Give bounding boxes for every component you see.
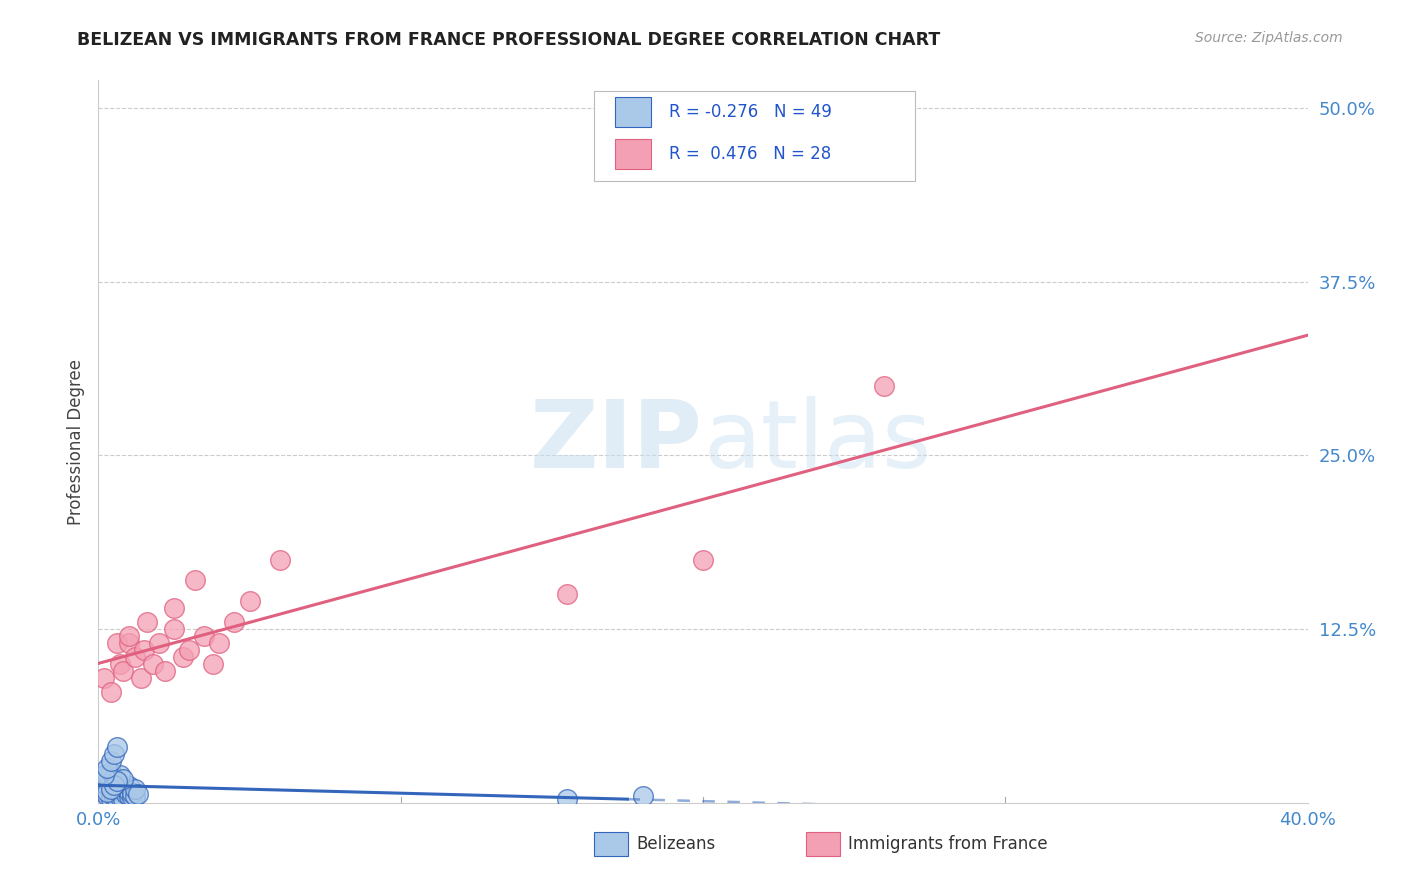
Point [105,636,128,650]
Point [111,772,134,787]
Point [105,775,128,789]
Text: ZIP: ZIP [530,395,703,488]
Point [631,789,654,803]
Point [96,768,118,782]
Point [93,768,115,782]
Point [127,788,149,802]
Point [105,785,128,799]
Text: BELIZEAN VS IMMIGRANTS FROM FRANCE PROFESSIONAL DEGREE CORRELATION CHART: BELIZEAN VS IMMIGRANTS FROM FRANCE PROFE… [77,31,941,49]
Point [692,552,714,566]
Point [108,657,131,671]
Point [132,643,155,657]
Point [202,657,225,671]
Point [103,747,125,761]
FancyBboxPatch shape [614,139,651,169]
FancyBboxPatch shape [595,832,628,855]
Point [172,649,194,664]
Point [105,775,128,789]
Point [105,740,128,755]
Text: atlas: atlas [703,395,931,488]
Point [108,768,131,782]
Point [193,629,215,643]
Point [163,622,186,636]
Point [239,594,262,608]
Point [103,790,125,805]
Point [184,574,207,588]
Point [121,790,143,805]
Point [163,601,186,615]
Point [93,785,115,799]
Point [100,775,122,789]
Point [100,754,122,768]
Point [105,791,128,805]
Point [100,684,122,698]
Point [118,636,141,650]
FancyBboxPatch shape [595,91,915,181]
Point [100,791,122,805]
Point [135,615,157,630]
Point [93,671,115,685]
Point [103,771,125,785]
Point [105,773,128,788]
Point [108,790,131,805]
Point [118,779,141,793]
Point [129,671,152,685]
Point [111,779,134,793]
Point [96,779,118,793]
Y-axis label: Professional Degree: Professional Degree [66,359,84,524]
Point [148,636,170,650]
Point [555,791,578,805]
Point [111,785,134,799]
Text: Immigrants from France: Immigrants from France [848,835,1047,853]
Point [118,785,141,799]
Point [108,788,131,802]
Point [111,664,134,678]
Point [142,657,165,671]
Point [121,786,143,800]
Point [118,789,141,803]
Point [114,788,136,802]
Point [269,552,291,566]
Point [124,789,146,803]
Point [105,779,128,793]
Point [108,781,131,796]
Point [103,788,125,802]
Text: R =  0.476   N = 28: R = 0.476 N = 28 [669,145,831,163]
Point [111,791,134,805]
Text: Belizeans: Belizeans [637,835,716,853]
Point [124,781,146,796]
Point [103,778,125,792]
Point [100,786,122,800]
Text: R = -0.276   N = 49: R = -0.276 N = 49 [669,103,832,121]
Point [90,775,112,789]
Point [90,781,112,796]
Point [224,615,246,630]
Point [153,664,176,678]
Point [179,643,201,657]
Point [124,649,146,664]
Point [96,785,118,799]
Point [100,765,122,780]
Point [93,771,115,785]
Point [118,629,141,643]
Text: Source: ZipAtlas.com: Source: ZipAtlas.com [1195,31,1343,45]
Point [555,587,578,601]
Point [100,781,122,796]
Point [96,761,118,775]
Point [873,379,896,393]
FancyBboxPatch shape [614,97,651,128]
Point [103,781,125,796]
Point [208,636,231,650]
Point [114,781,136,796]
FancyBboxPatch shape [806,832,839,855]
Point [96,789,118,803]
